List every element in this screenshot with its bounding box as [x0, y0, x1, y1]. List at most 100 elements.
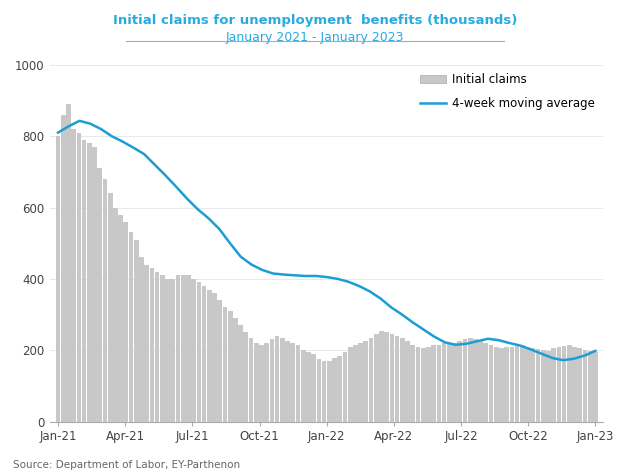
Bar [265, 343, 269, 421]
Bar [254, 343, 258, 421]
Bar [113, 208, 118, 421]
Bar [192, 279, 196, 421]
Bar [212, 293, 217, 421]
Bar [384, 332, 389, 421]
Bar [567, 345, 571, 421]
Bar [123, 222, 128, 421]
Bar [374, 334, 379, 421]
Bar [505, 347, 509, 421]
Bar [259, 345, 264, 421]
Bar [82, 140, 86, 421]
Bar [395, 336, 399, 421]
Bar [410, 345, 415, 421]
Bar [338, 355, 342, 421]
Bar [108, 193, 113, 421]
Bar [61, 115, 66, 421]
Bar [118, 215, 123, 421]
Bar [556, 346, 561, 421]
Bar [322, 361, 326, 421]
Bar [176, 275, 180, 421]
Bar [207, 289, 212, 421]
Bar [301, 350, 306, 421]
Bar [494, 346, 498, 421]
Bar [197, 282, 201, 421]
Bar [270, 339, 274, 421]
Bar [416, 346, 420, 421]
Bar [311, 354, 316, 421]
Bar [583, 350, 587, 421]
Bar [572, 346, 577, 421]
Bar [379, 330, 384, 421]
Bar [442, 343, 447, 421]
Bar [358, 343, 363, 421]
Bar [541, 350, 546, 421]
Bar [405, 341, 410, 421]
Bar [275, 336, 280, 421]
Title: Initial claims for unemployment  benefits (thousands)
January 2021 - January 202: Initial claims for unemployment benefits… [0, 471, 1, 472]
Bar [327, 361, 331, 421]
Bar [238, 325, 243, 421]
Text: January 2021 - January 2023: January 2021 - January 2023 [226, 31, 404, 44]
Bar [447, 343, 452, 421]
Legend: Initial claims, 4-week moving average: Initial claims, 4-week moving average [416, 68, 600, 114]
Bar [139, 257, 144, 421]
Bar [562, 346, 566, 421]
Bar [499, 348, 504, 421]
Bar [551, 348, 556, 421]
Bar [149, 268, 154, 421]
Bar [129, 233, 134, 421]
Bar [468, 337, 472, 421]
Bar [588, 351, 593, 421]
Bar [181, 275, 186, 421]
Bar [525, 346, 530, 421]
Bar [103, 179, 107, 421]
Bar [233, 318, 238, 421]
Bar [55, 136, 60, 421]
Bar [222, 307, 227, 421]
Bar [400, 337, 404, 421]
Bar [92, 147, 97, 421]
Bar [421, 348, 426, 421]
Bar [98, 169, 102, 421]
Bar [462, 339, 467, 421]
Bar [593, 352, 598, 421]
Bar [530, 348, 535, 421]
Bar [489, 345, 493, 421]
Bar [134, 240, 139, 421]
Bar [228, 311, 232, 421]
Text: Source: Department of Labor, EY-Parthenon: Source: Department of Labor, EY-Partheno… [13, 460, 240, 470]
Bar [87, 143, 91, 421]
Bar [186, 275, 191, 421]
Bar [437, 345, 441, 421]
Bar [66, 104, 71, 421]
Bar [76, 133, 81, 421]
Bar [171, 279, 175, 421]
Bar [364, 341, 368, 421]
Bar [546, 351, 551, 421]
Text: Initial claims for unemployment  benefits (thousands): Initial claims for unemployment benefits… [113, 14, 517, 27]
Bar [432, 345, 436, 421]
Bar [478, 341, 483, 421]
Bar [165, 279, 170, 421]
Bar [343, 352, 347, 421]
Bar [452, 343, 457, 421]
Bar [249, 337, 253, 421]
Bar [160, 275, 164, 421]
Bar [515, 346, 520, 421]
Bar [306, 352, 311, 421]
Bar [71, 129, 76, 421]
Bar [316, 359, 321, 421]
Bar [332, 358, 337, 421]
Bar [202, 286, 207, 421]
Bar [155, 272, 159, 421]
Bar [348, 346, 353, 421]
Bar [457, 341, 462, 421]
Bar [295, 345, 301, 421]
Bar [285, 341, 290, 421]
Bar [426, 346, 431, 421]
Bar [243, 332, 248, 421]
Bar [578, 348, 582, 421]
Bar [473, 339, 478, 421]
Bar [536, 349, 541, 421]
Bar [510, 346, 514, 421]
